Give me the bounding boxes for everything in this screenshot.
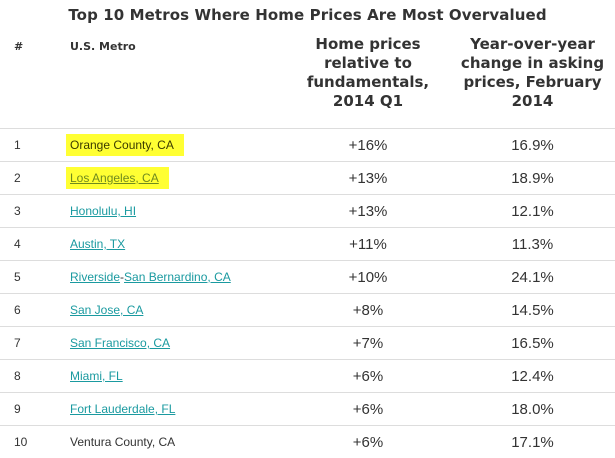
metro-link[interactable]: San Bernardino, CA (124, 270, 231, 284)
yoy-change-cell: 11.3% (450, 228, 615, 261)
table-row: 9 Fort Lauderdale, FL +6%18.0% (0, 393, 615, 426)
rank-cell: 10 (0, 426, 52, 458)
metro-cell: Ventura County, CA (52, 426, 286, 458)
rank-cell: 2 (0, 162, 52, 195)
relative-prices-cell: +13% (286, 195, 450, 228)
column-header-yoy-change: Year-over-year change in asking prices, … (450, 33, 615, 129)
relative-prices-cell: +6% (286, 393, 450, 426)
table-row: 8 Miami, FL +6%12.4% (0, 360, 615, 393)
column-header-metro: U.S. Metro (52, 33, 286, 129)
table-body: 1 Orange County, CA +16%16.9% 2 Los Angeles,… (0, 129, 615, 458)
metro-cell: Fort Lauderdale, FL (52, 393, 286, 426)
relative-prices-cell: +10% (286, 261, 450, 294)
metro-cell: Los Angeles, CA (52, 162, 286, 195)
rank-cell: 1 (0, 129, 52, 162)
yoy-change-cell: 16.5% (450, 327, 615, 360)
metro-name: Orange County, CA (70, 138, 174, 152)
table-title: Top 10 Metros Where Home Prices Are Most… (0, 6, 615, 24)
column-header-relative-prices: Home prices relative to fundamentals, 20… (286, 33, 450, 129)
relative-prices-cell: +8% (286, 294, 450, 327)
metro-link[interactable]: Austin, TX (70, 237, 125, 251)
metro-highlight: Orange County, CA (66, 134, 184, 156)
metro-cell: Miami, FL (52, 360, 286, 393)
rank-cell: 6 (0, 294, 52, 327)
rank-cell: 5 (0, 261, 52, 294)
metro-highlight: Los Angeles, CA (66, 167, 169, 189)
table-row: 4 Austin, TX +11%11.3% (0, 228, 615, 261)
metro-name: Ventura County, CA (70, 435, 175, 449)
rank-cell: 9 (0, 393, 52, 426)
table-row: 6 San Jose, CA +8%14.5% (0, 294, 615, 327)
metro-cell: Orange County, CA (52, 129, 286, 162)
relative-prices-cell: +11% (286, 228, 450, 261)
yoy-change-cell: 17.1% (450, 426, 615, 458)
metro-link[interactable]: Miami, FL (70, 369, 123, 383)
yoy-change-cell: 18.0% (450, 393, 615, 426)
table-row: 1 Orange County, CA +16%16.9% (0, 129, 615, 162)
yoy-change-cell: 24.1% (450, 261, 615, 294)
table-row: 3 Honolulu, HI +13%12.1% (0, 195, 615, 228)
rank-cell: 4 (0, 228, 52, 261)
yoy-change-cell: 14.5% (450, 294, 615, 327)
relative-prices-cell: +16% (286, 129, 450, 162)
yoy-change-cell: 18.9% (450, 162, 615, 195)
metro-link[interactable]: San Jose, CA (70, 303, 143, 317)
metro-cell: San Jose, CA (52, 294, 286, 327)
metro-link[interactable]: San Francisco, CA (70, 336, 170, 350)
metro-cell: San Francisco, CA (52, 327, 286, 360)
rank-cell: 7 (0, 327, 52, 360)
relative-prices-cell: +6% (286, 360, 450, 393)
table-row: 10 Ventura County, CA +6%17.1% (0, 426, 615, 458)
table-row: 7 San Francisco, CA +7%16.5% (0, 327, 615, 360)
metro-link[interactable]: Fort Lauderdale, FL (70, 402, 175, 416)
metro-cell: Honolulu, HI (52, 195, 286, 228)
metro-cell: Austin, TX (52, 228, 286, 261)
metros-table: # U.S. Metro Home prices relative to fun… (0, 33, 615, 458)
table-row: 2 Los Angeles, CA +13%18.9% (0, 162, 615, 195)
yoy-change-cell: 16.9% (450, 129, 615, 162)
table-header-row: # U.S. Metro Home prices relative to fun… (0, 33, 615, 129)
metro-link[interactable]: Los Angeles, CA (70, 171, 159, 185)
column-header-rank: # (0, 33, 52, 129)
relative-prices-cell: +7% (286, 327, 450, 360)
relative-prices-cell: +13% (286, 162, 450, 195)
metro-link[interactable]: Riverside (70, 270, 120, 284)
relative-prices-cell: +6% (286, 426, 450, 458)
rank-cell: 8 (0, 360, 52, 393)
yoy-change-cell: 12.1% (450, 195, 615, 228)
yoy-change-cell: 12.4% (450, 360, 615, 393)
metro-cell: Riverside-San Bernardino, CA (52, 261, 286, 294)
rank-cell: 3 (0, 195, 52, 228)
metro-link[interactable]: Honolulu, HI (70, 204, 136, 218)
